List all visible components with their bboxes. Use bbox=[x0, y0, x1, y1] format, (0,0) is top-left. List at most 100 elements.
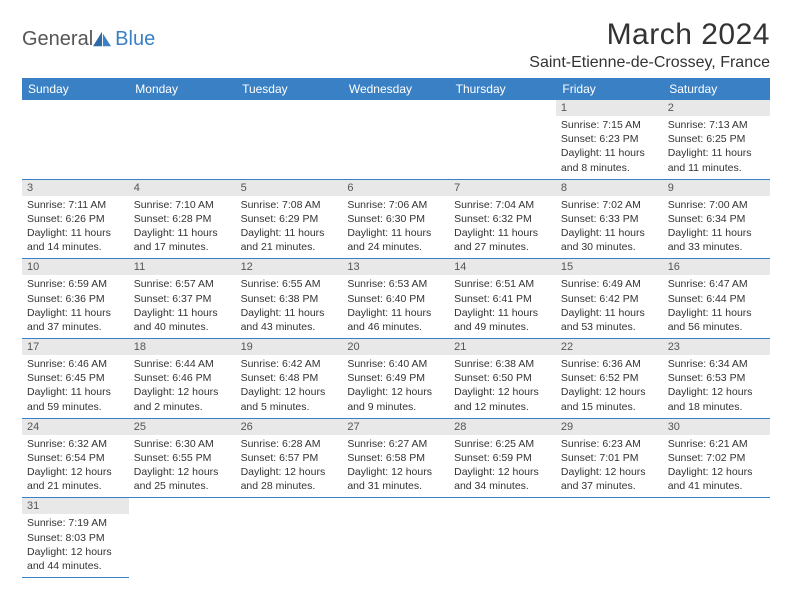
calendar-day-cell bbox=[663, 498, 770, 578]
calendar-day-cell: 29Sunrise: 6:23 AMSunset: 7:01 PMDayligh… bbox=[556, 418, 663, 498]
calendar-day-cell: 11Sunrise: 6:57 AMSunset: 6:37 PMDayligh… bbox=[129, 259, 236, 339]
calendar-day-cell: 3Sunrise: 7:11 AMSunset: 6:26 PMDaylight… bbox=[22, 179, 129, 259]
calendar-day-cell bbox=[342, 100, 449, 179]
sunset-line: Sunset: 6:26 PM bbox=[27, 212, 124, 226]
day-details: Sunrise: 6:27 AMSunset: 6:58 PMDaylight:… bbox=[342, 435, 449, 498]
sunrise-line: Sunrise: 6:55 AM bbox=[241, 277, 338, 291]
page-header: General Blue March 2024 Saint-Etienne-de… bbox=[22, 18, 770, 72]
daylight-line: Daylight: 12 hours and 41 minutes. bbox=[668, 465, 765, 493]
sunrise-line: Sunrise: 6:30 AM bbox=[134, 437, 231, 451]
weekday-header: Thursday bbox=[449, 78, 556, 100]
day-number: 3 bbox=[22, 180, 129, 196]
sunset-line: Sunset: 6:30 PM bbox=[347, 212, 444, 226]
calendar-day-cell: 27Sunrise: 6:27 AMSunset: 6:58 PMDayligh… bbox=[342, 418, 449, 498]
sunrise-line: Sunrise: 6:46 AM bbox=[27, 357, 124, 371]
daylight-line: Daylight: 12 hours and 37 minutes. bbox=[561, 465, 658, 493]
calendar-day-cell bbox=[22, 100, 129, 179]
sunrise-line: Sunrise: 6:36 AM bbox=[561, 357, 658, 371]
day-details: Sunrise: 7:04 AMSunset: 6:32 PMDaylight:… bbox=[449, 196, 556, 259]
sunrise-line: Sunrise: 7:00 AM bbox=[668, 198, 765, 212]
daylight-line: Daylight: 12 hours and 2 minutes. bbox=[134, 385, 231, 413]
calendar-day-cell: 30Sunrise: 6:21 AMSunset: 7:02 PMDayligh… bbox=[663, 418, 770, 498]
sunrise-line: Sunrise: 7:10 AM bbox=[134, 198, 231, 212]
sunset-line: Sunset: 6:38 PM bbox=[241, 292, 338, 306]
day-number: 21 bbox=[449, 339, 556, 355]
sunrise-line: Sunrise: 6:23 AM bbox=[561, 437, 658, 451]
daylight-line: Daylight: 12 hours and 28 minutes. bbox=[241, 465, 338, 493]
sunrise-line: Sunrise: 6:34 AM bbox=[668, 357, 765, 371]
calendar-day-cell: 6Sunrise: 7:06 AMSunset: 6:30 PMDaylight… bbox=[342, 179, 449, 259]
day-details: Sunrise: 7:02 AMSunset: 6:33 PMDaylight:… bbox=[556, 196, 663, 259]
daylight-line: Daylight: 11 hours and 56 minutes. bbox=[668, 306, 765, 334]
day-number: 27 bbox=[342, 419, 449, 435]
daylight-line: Daylight: 11 hours and 33 minutes. bbox=[668, 226, 765, 254]
sunrise-line: Sunrise: 7:02 AM bbox=[561, 198, 658, 212]
calendar-table: Sunday Monday Tuesday Wednesday Thursday… bbox=[22, 78, 770, 578]
day-details: Sunrise: 7:00 AMSunset: 6:34 PMDaylight:… bbox=[663, 196, 770, 259]
calendar-day-cell: 4Sunrise: 7:10 AMSunset: 6:28 PMDaylight… bbox=[129, 179, 236, 259]
sunrise-line: Sunrise: 6:21 AM bbox=[668, 437, 765, 451]
calendar-day-cell: 17 Sunrise: 6:46 AMSunset: 6:45 PMDayligh… bbox=[22, 339, 129, 419]
sunset-line: Sunset: 6:45 PM bbox=[27, 371, 124, 385]
sunset-line: Sunset: 6:53 PM bbox=[668, 371, 765, 385]
day-details: Sunrise: 6:49 AMSunset: 6:42 PMDaylight:… bbox=[556, 275, 663, 338]
day-number: 17 bbox=[22, 339, 129, 355]
calendar-day-cell: 9Sunrise: 7:00 AMSunset: 6:34 PMDaylight… bbox=[663, 179, 770, 259]
day-details: Sunrise: 7:10 AMSunset: 6:28 PMDaylight:… bbox=[129, 196, 236, 259]
day-details: Sunrise: 6:53 AMSunset: 6:40 PMDaylight:… bbox=[342, 275, 449, 338]
sunset-line: Sunset: 6:49 PM bbox=[347, 371, 444, 385]
calendar-day-cell bbox=[449, 100, 556, 179]
daylight-line: Daylight: 12 hours and 21 minutes. bbox=[27, 465, 124, 493]
calendar-day-cell: 21Sunrise: 6:38 AMSunset: 6:50 PMDayligh… bbox=[449, 339, 556, 419]
daylight-line: Daylight: 11 hours and 8 minutes. bbox=[561, 146, 658, 174]
day-number: 5 bbox=[236, 180, 343, 196]
sunset-line: Sunset: 6:32 PM bbox=[454, 212, 551, 226]
calendar-day-cell: 10Sunrise: 6:59 AMSunset: 6:36 PMDayligh… bbox=[22, 259, 129, 339]
day-details: Sunrise: 6:42 AMSunset: 6:48 PMDaylight:… bbox=[236, 355, 343, 418]
brand-logo: General Blue bbox=[22, 18, 155, 51]
month-title: March 2024 bbox=[529, 18, 770, 52]
day-number: 26 bbox=[236, 419, 343, 435]
sunrise-line: Sunrise: 6:40 AM bbox=[347, 357, 444, 371]
weekday-header: Tuesday bbox=[236, 78, 343, 100]
calendar-day-cell bbox=[236, 100, 343, 179]
daylight-line: Daylight: 11 hours and 53 minutes. bbox=[561, 306, 658, 334]
sunset-line: Sunset: 6:41 PM bbox=[454, 292, 551, 306]
day-details: Sunrise: 6:59 AMSunset: 6:36 PMDaylight:… bbox=[22, 275, 129, 338]
sunrise-line: Sunrise: 6:59 AM bbox=[27, 277, 124, 291]
sunset-line: Sunset: 6:28 PM bbox=[134, 212, 231, 226]
daylight-line: Daylight: 11 hours and 14 minutes. bbox=[27, 226, 124, 254]
sunset-line: Sunset: 6:33 PM bbox=[561, 212, 658, 226]
sunrise-line: Sunrise: 7:19 AM bbox=[27, 516, 124, 530]
daylight-line: Daylight: 11 hours and 59 minutes. bbox=[27, 385, 124, 413]
calendar-day-cell: 28Sunrise: 6:25 AMSunset: 6:59 PMDayligh… bbox=[449, 418, 556, 498]
day-number: 23 bbox=[663, 339, 770, 355]
day-details: Sunrise: 6:28 AMSunset: 6:57 PMDaylight:… bbox=[236, 435, 343, 498]
sunset-line: Sunset: 6:48 PM bbox=[241, 371, 338, 385]
day-details: Sunrise: 6:40 AMSunset: 6:49 PMDaylight:… bbox=[342, 355, 449, 418]
daylight-line: Daylight: 12 hours and 9 minutes. bbox=[347, 385, 444, 413]
daylight-line: Daylight: 11 hours and 11 minutes. bbox=[668, 146, 765, 174]
sunset-line: Sunset: 7:01 PM bbox=[561, 451, 658, 465]
title-block: March 2024 Saint-Etienne-de-Crossey, Fra… bbox=[529, 18, 770, 72]
day-number: 4 bbox=[129, 180, 236, 196]
sunset-line: Sunset: 6:46 PM bbox=[134, 371, 231, 385]
day-number: 24 bbox=[22, 419, 129, 435]
daylight-line: Daylight: 12 hours and 15 minutes. bbox=[561, 385, 658, 413]
brand-part1: General bbox=[22, 28, 93, 51]
day-number: 12 bbox=[236, 259, 343, 275]
daylight-line: Daylight: 11 hours and 49 minutes. bbox=[454, 306, 551, 334]
calendar-day-cell: 26Sunrise: 6:28 AMSunset: 6:57 PMDayligh… bbox=[236, 418, 343, 498]
sunrise-line: Sunrise: 6:25 AM bbox=[454, 437, 551, 451]
sunset-line: Sunset: 6:54 PM bbox=[27, 451, 124, 465]
sunrise-line: Sunrise: 7:04 AM bbox=[454, 198, 551, 212]
calendar-week-row: 10Sunrise: 6:59 AMSunset: 6:36 PMDayligh… bbox=[22, 259, 770, 339]
day-details: Sunrise: 7:15 AMSunset: 6:23 PMDaylight:… bbox=[556, 116, 663, 179]
day-details: Sunrise: 6:30 AMSunset: 6:55 PMDaylight:… bbox=[129, 435, 236, 498]
sunrise-line: Sunrise: 6:28 AM bbox=[241, 437, 338, 451]
day-details: Sunrise: 6:55 AMSunset: 6:38 PMDaylight:… bbox=[236, 275, 343, 338]
brand-part2: Blue bbox=[115, 28, 155, 51]
day-number: 8 bbox=[556, 180, 663, 196]
calendar-day-cell: 24Sunrise: 6:32 AMSunset: 6:54 PMDayligh… bbox=[22, 418, 129, 498]
sunset-line: Sunset: 6:25 PM bbox=[668, 132, 765, 146]
